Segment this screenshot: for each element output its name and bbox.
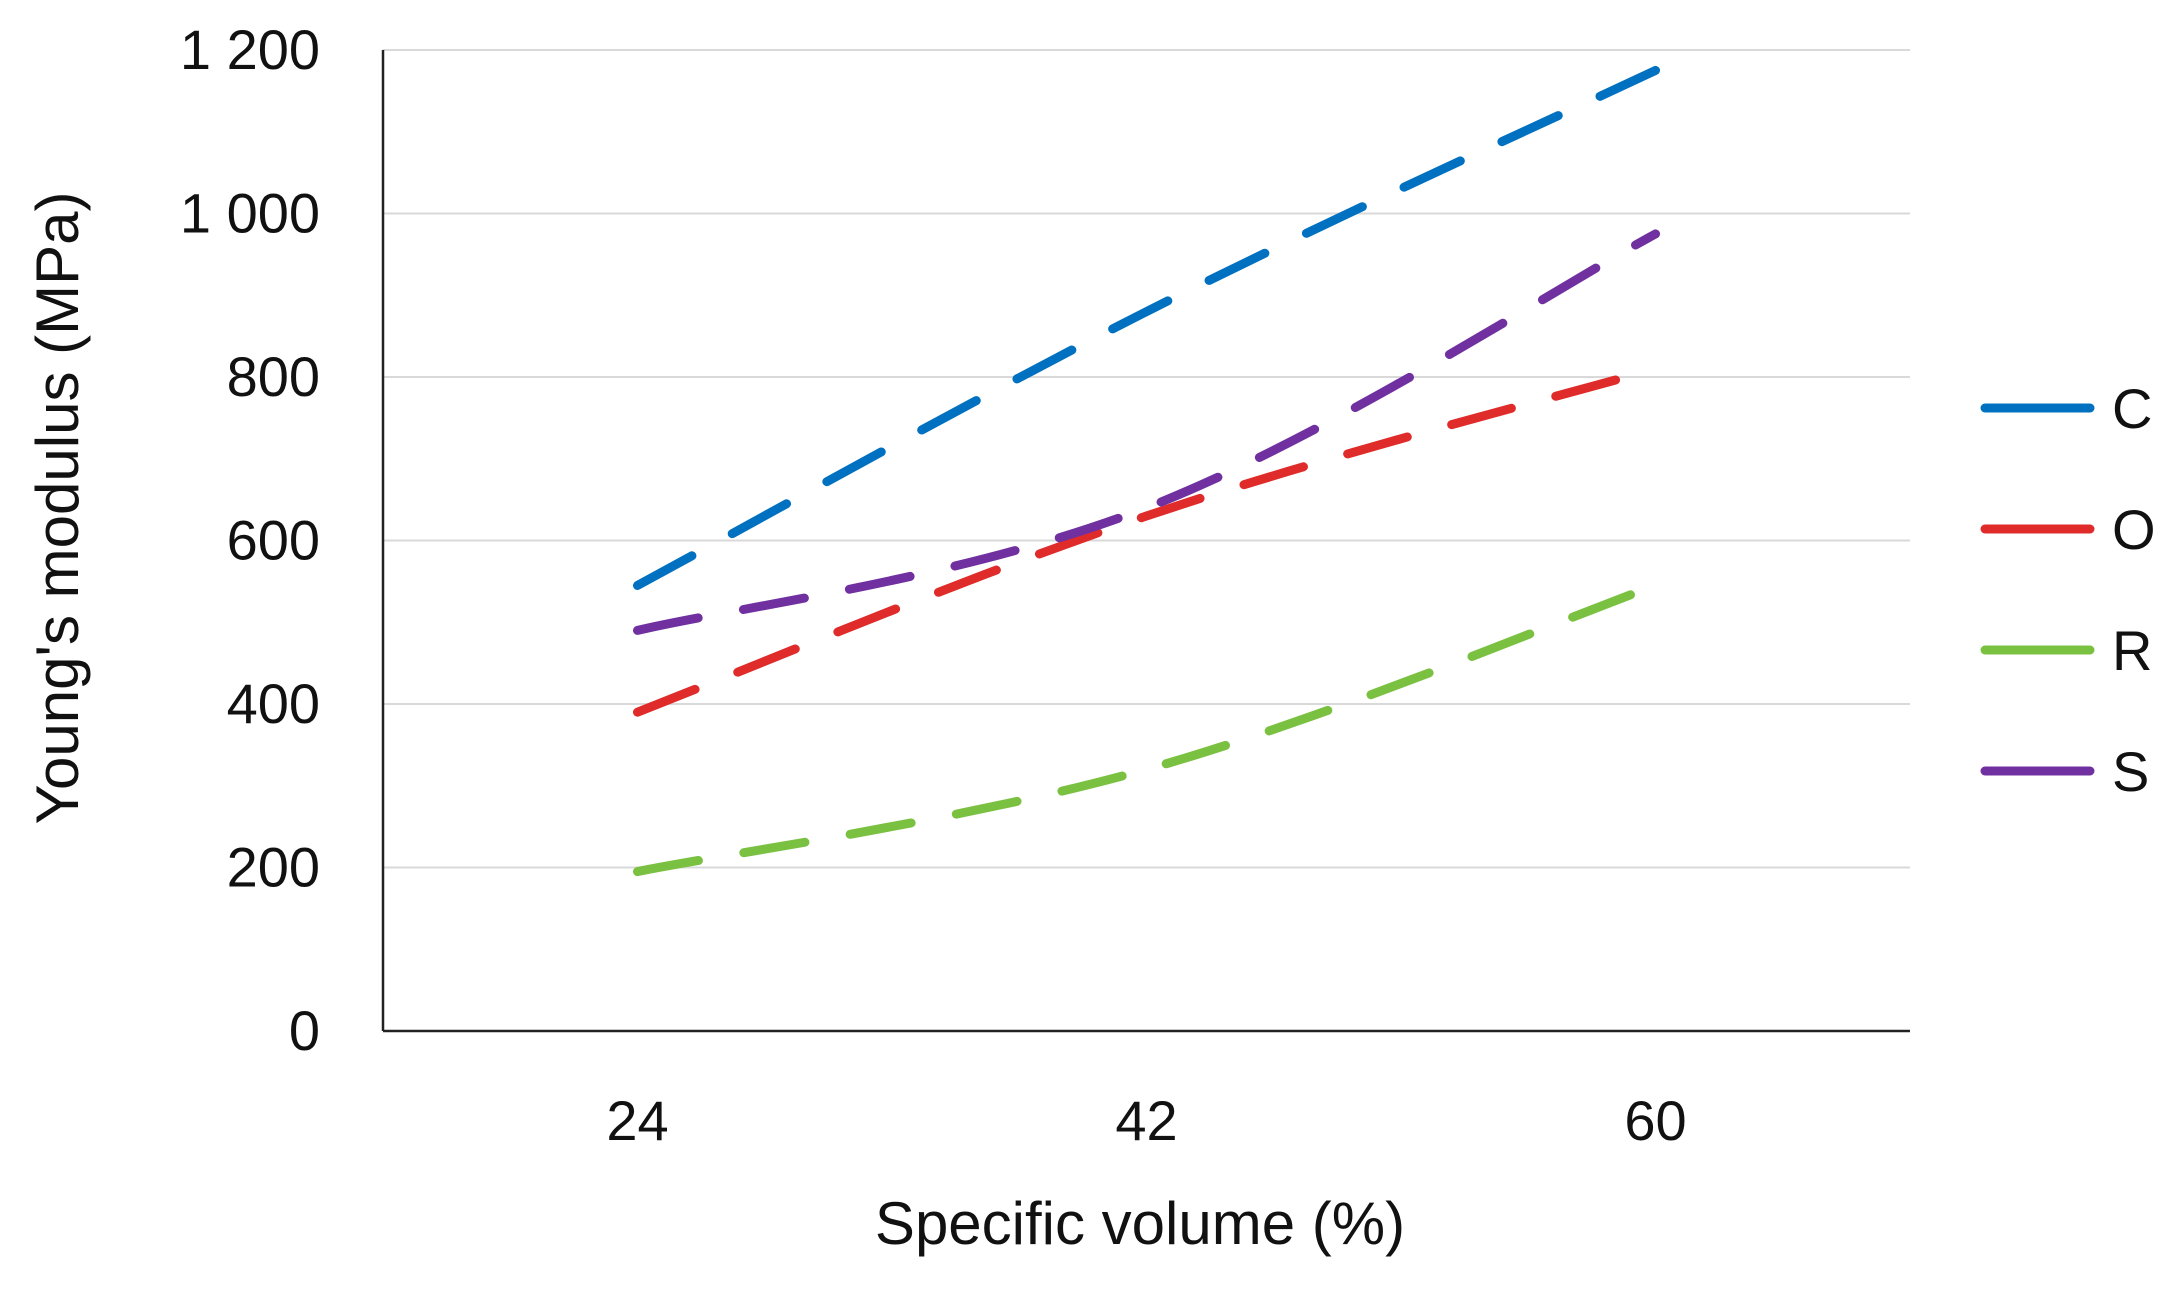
series-line-c xyxy=(633,65,1660,590)
axes xyxy=(381,50,1910,1033)
gridlines xyxy=(383,49,1910,869)
legend-label: O xyxy=(2112,498,2156,561)
legend-label: R xyxy=(2112,619,2152,682)
x-tick-label: 24 xyxy=(606,1089,668,1152)
legend-label: C xyxy=(2112,377,2152,440)
y-tick-label: 400 xyxy=(227,672,320,735)
y-tick-label: 1 000 xyxy=(180,182,320,245)
y-tick-label: 800 xyxy=(227,345,320,408)
legend-item-c: C xyxy=(1980,377,2152,440)
legend-item-r: R xyxy=(1980,619,2152,682)
series-line-o xyxy=(633,364,1660,717)
x-axis-title: Specific volume (%) xyxy=(875,1190,1405,1257)
x-tick-label: 60 xyxy=(1624,1089,1686,1152)
y-axis-title: Young's modulus (MPa) xyxy=(24,192,91,825)
y-tick-label: 600 xyxy=(227,509,320,572)
y-tick-label: 1 200 xyxy=(180,18,320,81)
series-lines xyxy=(633,65,1660,877)
series-line-s xyxy=(633,229,1660,635)
tick-labels: 0 200 400 600 800 1 000 1 200 24 42 60 xyxy=(180,18,1687,1152)
series-line-r xyxy=(633,580,1660,877)
legend-item-s: S xyxy=(1980,740,2149,803)
y-tick-label: 0 xyxy=(289,999,320,1062)
y-tick-label: 200 xyxy=(227,836,320,899)
x-tick-label: 42 xyxy=(1115,1089,1177,1152)
legend-item-o: O xyxy=(1980,498,2156,561)
legend-label: S xyxy=(2112,740,2149,803)
